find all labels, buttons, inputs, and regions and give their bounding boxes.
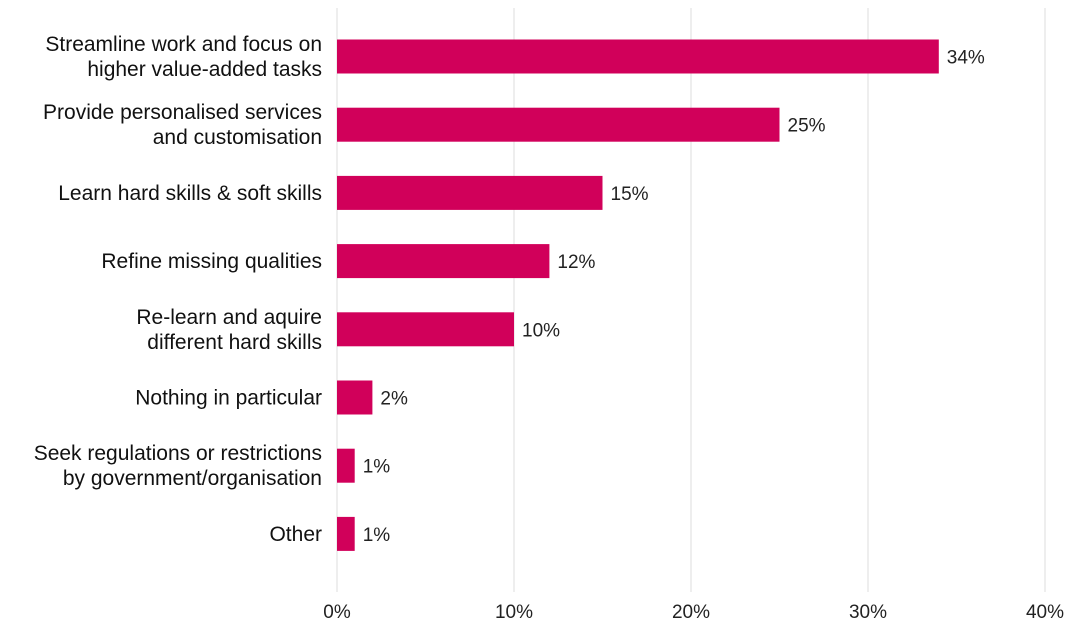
category-label: Seek regulations or restrictions by gover… bbox=[34, 442, 322, 490]
bar bbox=[337, 448, 355, 483]
value-label: 34% bbox=[947, 48, 985, 69]
category-label: Other bbox=[269, 523, 322, 546]
bar bbox=[337, 312, 514, 347]
x-tick-label: 30% bbox=[849, 602, 887, 623]
category-label: Provide personalised services and customi… bbox=[43, 101, 322, 149]
value-labels: 34% 25% 15% 12% 10% 2% 1% 1% bbox=[363, 48, 985, 546]
x-tick-label: 40% bbox=[1026, 602, 1064, 623]
value-label: 12% bbox=[557, 252, 595, 273]
x-axis-ticks: 0% 10% 20% 30% 40% bbox=[323, 602, 1064, 623]
value-label: 1% bbox=[363, 457, 391, 478]
bar bbox=[337, 107, 780, 142]
bar bbox=[337, 175, 603, 210]
bar bbox=[337, 39, 939, 74]
value-label: 10% bbox=[522, 320, 560, 341]
category-labels: Streamline work and focus on higher value… bbox=[34, 33, 322, 546]
category-label: Refine missing qualities bbox=[101, 250, 322, 273]
bar bbox=[337, 516, 355, 551]
x-tick-label: 10% bbox=[495, 602, 533, 623]
bars bbox=[337, 39, 939, 551]
x-tick-label: 20% bbox=[672, 602, 710, 623]
category-label: Learn hard skills & soft skills bbox=[58, 182, 322, 205]
value-label: 2% bbox=[380, 389, 408, 410]
category-label: Re-learn and aquire different hard skills bbox=[136, 306, 322, 354]
x-tick-label: 0% bbox=[323, 602, 351, 623]
value-label: 25% bbox=[788, 116, 826, 137]
value-label: 1% bbox=[363, 525, 391, 546]
bar bbox=[337, 380, 373, 415]
category-label: Nothing in particular bbox=[135, 387, 322, 410]
bar bbox=[337, 244, 550, 279]
category-label: Streamline work and focus on higher value… bbox=[45, 33, 322, 81]
gridlines bbox=[336, 8, 1046, 592]
value-label: 15% bbox=[611, 184, 649, 205]
